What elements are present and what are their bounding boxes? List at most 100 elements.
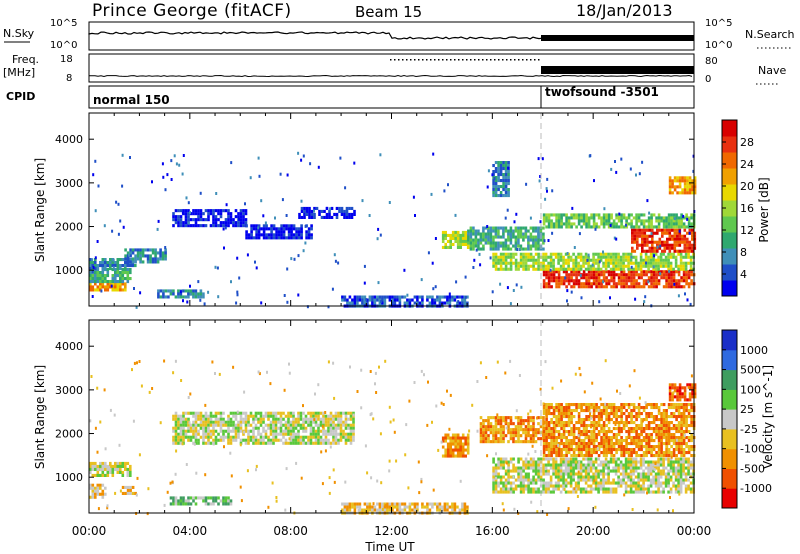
heatmap-cell <box>681 188 684 192</box>
nave-tick-top: 80 <box>705 56 718 67</box>
heatmap-cell <box>106 470 110 474</box>
heatmap-cell <box>529 258 533 262</box>
heatmap-cell <box>212 215 215 219</box>
heatmap-cell <box>592 252 595 256</box>
heatmap-cell <box>683 240 687 244</box>
heatmap-cell <box>310 236 313 240</box>
heatmap-cell <box>654 264 658 268</box>
heatmap-cell <box>614 469 618 473</box>
heatmap-cell <box>632 285 636 289</box>
heatmap-cell <box>466 505 469 509</box>
heatmap-cell <box>682 214 685 218</box>
heatmap-cell <box>522 252 525 256</box>
heatmap-cell <box>674 261 678 265</box>
heatmap-cell <box>262 420 265 424</box>
heatmap-cell <box>252 438 255 442</box>
heatmap-cell <box>612 222 616 226</box>
heatmap-cell <box>229 212 233 216</box>
heatmap-cell <box>577 216 581 220</box>
heatmap-cell <box>650 216 653 220</box>
heatmap-cell <box>577 282 581 286</box>
heatmap-cell <box>617 282 621 286</box>
heatmap-cell <box>632 255 635 259</box>
heatmap-cell <box>685 276 688 280</box>
heatmap-cell <box>659 490 663 494</box>
heatmap-cell <box>353 508 357 512</box>
heatmap-cell <box>94 495 97 499</box>
heatmap-cell <box>212 212 215 216</box>
heatmap-cell <box>219 499 223 503</box>
heatmap-cell <box>676 237 679 241</box>
heatmap-cell <box>527 475 530 479</box>
heatmap-cell <box>487 226 490 230</box>
heatmap-cell <box>149 260 152 264</box>
heatmap-cell <box>592 433 596 437</box>
heatmap-cell <box>492 469 495 473</box>
heatmap-cell <box>662 216 666 220</box>
heatmap-cell <box>484 431 488 435</box>
heatmap-cell <box>677 285 681 289</box>
heatmap-cell <box>524 229 528 233</box>
y-tick-label: 3000 <box>55 177 83 190</box>
heatmap-cell <box>94 489 97 493</box>
heatmap-cell <box>441 439 445 443</box>
summary-traces <box>88 31 694 108</box>
heatmap-cell <box>641 160 644 164</box>
heatmap-cell <box>250 227 253 231</box>
heatmap-cell <box>545 448 548 452</box>
heatmap-cell <box>614 472 618 476</box>
heatmap-cell <box>363 502 367 506</box>
heatmap-cell <box>156 227 159 231</box>
heatmap-cell <box>597 264 600 268</box>
heatmap-cell <box>590 225 593 229</box>
heatmap-cell <box>655 279 658 283</box>
heatmap-cell <box>630 219 633 223</box>
heatmap-cell <box>401 502 404 506</box>
heatmap-cell <box>517 226 520 230</box>
heatmap-cell <box>512 235 515 239</box>
heatmap-cell <box>610 285 613 289</box>
heatmap-cell <box>494 232 498 236</box>
heatmap-cell <box>507 170 510 174</box>
heatmap-cell <box>619 258 623 262</box>
heatmap-cell <box>545 187 548 191</box>
heatmap-cell <box>622 276 626 280</box>
heatmap-cell <box>592 409 596 413</box>
heatmap-cell <box>239 423 243 427</box>
radar-title: Prince George (fitACF) <box>92 1 292 21</box>
heatmap-cell <box>595 403 598 407</box>
heatmap-cell <box>182 154 185 157</box>
heatmap-cell <box>585 409 588 413</box>
heatmap-cell <box>94 261 97 265</box>
heatmap-cell <box>514 428 518 432</box>
heatmap-cell <box>562 412 566 416</box>
heatmap-cell <box>504 267 508 271</box>
heatmap-cell <box>680 285 683 289</box>
heatmap-cell <box>202 423 205 427</box>
heatmap-cell <box>529 264 533 268</box>
heatmap-cell <box>330 215 334 219</box>
heatmap-cell <box>542 436 546 440</box>
heatmap-cell <box>136 248 140 252</box>
heatmap-cell <box>174 496 178 500</box>
heatmap-cell <box>247 435 250 439</box>
heatmap-cell <box>594 469 598 473</box>
heatmap-cell <box>688 188 692 192</box>
heatmap-cell <box>187 438 190 442</box>
heatmap-cell <box>643 249 647 253</box>
heatmap-cell <box>605 430 608 434</box>
heatmap-cell <box>262 429 265 433</box>
heatmap-cell <box>227 224 230 228</box>
heatmap-cell <box>642 261 645 265</box>
heatmap-cell <box>260 301 263 305</box>
heatmap-cell <box>182 221 185 225</box>
heatmap-cell <box>344 432 348 436</box>
heatmap-cell <box>451 233 455 237</box>
heatmap-cell <box>209 414 213 418</box>
heatmap-cell <box>295 236 298 240</box>
heatmap-cell <box>684 261 688 265</box>
heatmap-cell <box>479 238 483 242</box>
heatmap-cell <box>91 461 95 465</box>
heatmap-cell <box>524 487 528 491</box>
heatmap-cell <box>94 467 97 471</box>
